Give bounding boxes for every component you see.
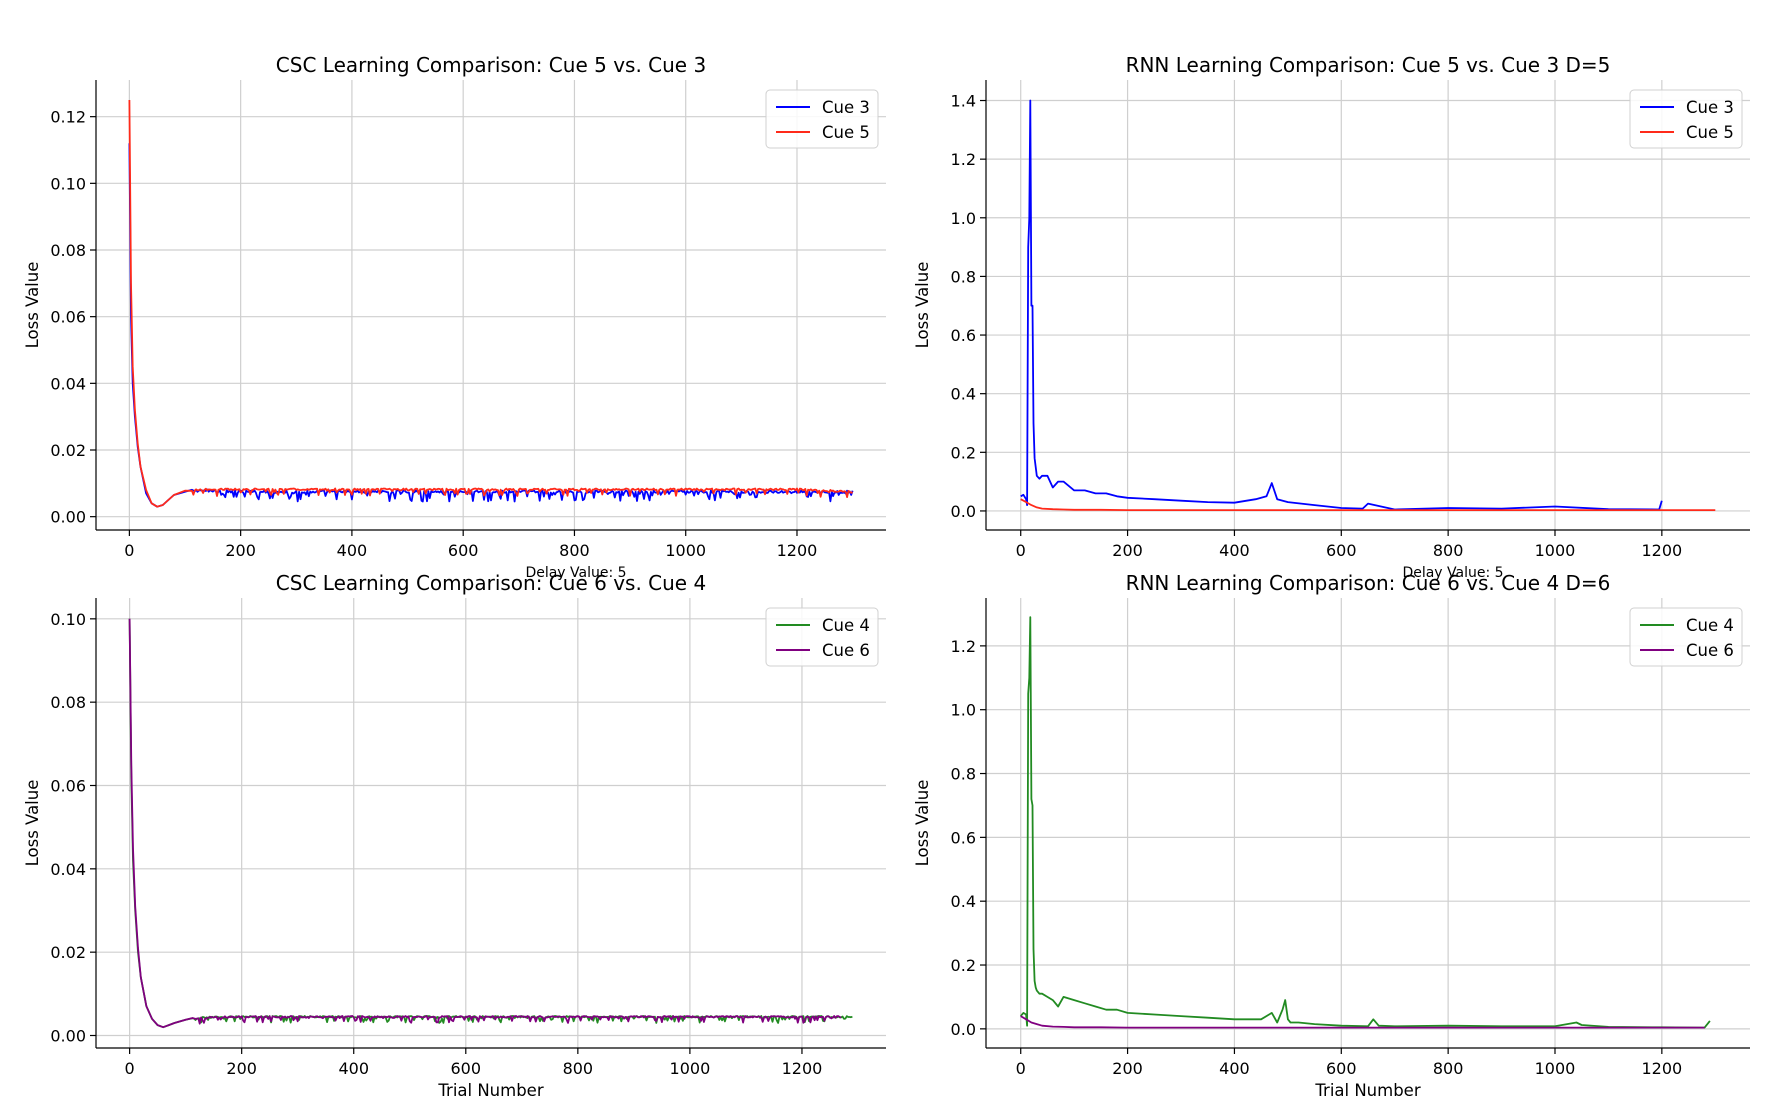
y-tick-label: 0.00 [50,508,86,527]
legend-box [1629,607,1743,667]
y-tick-label: 0.02 [50,441,86,460]
y-tick-label: 0.8 [951,267,976,286]
y-axis-label: Loss Value [23,262,42,349]
legend: Cue 4 Cue 6 [1629,607,1743,667]
legend-label: Cue 4 [1686,616,1734,635]
y-tick-label: 0.06 [50,308,86,327]
x-tick-label: 0 [1016,541,1026,560]
x-tick-label: 0 [1016,1059,1026,1078]
x-axis-label: Trial Number [1314,1081,1420,1100]
y-tick-label: 1.0 [951,701,976,720]
panel-rnn-6-4: 0 200 400 600 800 1000 1200 0.0 0.2 0.4 0.6 0.8 1.0 1… [913,571,1750,1100]
y-tick-label: 0.2 [951,956,976,975]
y-tick-label: 0.08 [50,241,86,260]
x-tick-label: 1000 [1535,541,1576,560]
chart-title: RNN Learning Comparison: Cue 6 vs. Cue 4… [1126,571,1611,595]
y-axis-label: Loss Value [23,780,42,867]
legend-label: Cue 3 [1686,98,1734,117]
y-tick-label: 0.00 [50,1027,86,1046]
series-line-cue-6 [128,618,842,1029]
y-tick-label: 0.10 [50,610,86,629]
y-tick-label: 0.0 [951,1020,976,1039]
panel-csc-6-4: 0 200 400 600 800 1000 1200 0.00 0.02 0.04 0.06 0.0… [23,571,886,1100]
y-tick-label: 1.4 [951,92,976,111]
x-tick-label: 400 [1219,541,1250,560]
x-tick-label: 1000 [670,1059,711,1078]
series-line-cue-4 [1020,616,1711,1029]
delay-annotation: Delay Value: 5 [1402,565,1503,581]
legend: Cue 4 Cue 6 [765,607,879,667]
x-tick-label: 600 [448,541,479,560]
x-tick-label: 200 [1112,541,1143,560]
series-line-cue-3 [128,143,854,508]
y-tick-label: 0.4 [951,385,976,404]
y-tick-label: 0.6 [951,828,976,847]
x-tick-label: 600 [451,1059,482,1078]
series-line-cue-6 [1020,1015,1705,1029]
x-tick-label: 400 [337,541,368,560]
y-tick-label: 0.12 [50,108,86,127]
delay-annotation: Delay Value: 5 [525,565,626,581]
x-tick-label: 1200 [1641,541,1682,560]
x-tick-label: 400 [1219,1059,1250,1078]
y-tick-label: 0.8 [951,765,976,784]
y-tick-label: 1.2 [951,150,976,169]
series-line-cue-3 [1020,99,1663,511]
y-tick-label: 0.02 [50,943,86,962]
series-line-cue-5 [1020,498,1716,511]
x-tick-label: 1200 [782,1059,823,1078]
y-axis-label: Loss Value [913,262,932,349]
x-tick-label: 800 [1433,541,1464,560]
x-tick-label: 200 [1112,1059,1143,1078]
x-tick-label: 1000 [1535,1059,1576,1078]
legend-label: Cue 5 [822,123,870,142]
x-tick-label: 800 [1433,1059,1464,1078]
legend-label: Cue 6 [822,641,870,660]
x-tick-label: 800 [563,1059,594,1078]
legend: Cue 3 Cue 5 [765,89,879,149]
x-tick-label: 400 [338,1059,369,1078]
series-line-cue-4 [128,618,853,1029]
chart-title: CSC Learning Comparison: Cue 5 vs. Cue 3 [276,53,706,77]
legend-label: Cue 5 [1686,123,1734,142]
y-tick-label: 0.04 [50,374,86,393]
x-tick-label: 0 [124,541,134,560]
legend-box [765,89,879,149]
y-tick-label: 0.4 [951,892,976,911]
x-tick-label: 1200 [777,541,818,560]
x-tick-label: 200 [225,541,256,560]
y-tick-label: 0.06 [50,777,86,796]
panel-rnn-5-3: 0 200 400 600 800 1000 1200 0.0 0.2 0.4 0.6 0.8 1.0 1… [913,53,1750,581]
x-tick-label: 200 [226,1059,257,1078]
y-tick-label: 1.2 [951,637,976,656]
y-tick-label: 0.2 [951,443,976,462]
x-tick-label: 600 [1326,541,1357,560]
legend-label: Cue 4 [822,616,870,635]
y-tick-label: 0.08 [50,693,86,712]
legend-label: Cue 3 [822,98,870,117]
x-tick-label: 1200 [1641,1059,1682,1078]
y-axis-label: Loss Value [913,780,932,867]
x-tick-label: 800 [559,541,590,560]
chart-title: RNN Learning Comparison: Cue 5 vs. Cue 3… [1126,53,1611,77]
x-tick-label: 1000 [665,541,706,560]
y-tick-label: 1.0 [951,209,976,228]
x-axis-label: Trial Number [437,1081,543,1100]
legend: Cue 3 Cue 5 [1629,89,1743,149]
panel-csc-5-3: 0 200 400 600 800 1000 1200 0.00 0.02 0.04 0.06 0.0… [23,53,886,581]
legend-box [765,607,879,667]
legend-label: Cue 6 [1686,641,1734,660]
y-tick-label: 0.10 [50,174,86,193]
y-tick-label: 0.0 [951,502,976,521]
x-tick-label: 600 [1326,1059,1357,1078]
chart-title: CSC Learning Comparison: Cue 6 vs. Cue 4 [276,571,706,595]
x-tick-label: 0 [125,1059,135,1078]
legend-box [1629,89,1743,149]
y-tick-label: 0.04 [50,860,86,879]
series-line-cue-5 [128,99,854,508]
y-tick-label: 0.6 [951,326,976,345]
